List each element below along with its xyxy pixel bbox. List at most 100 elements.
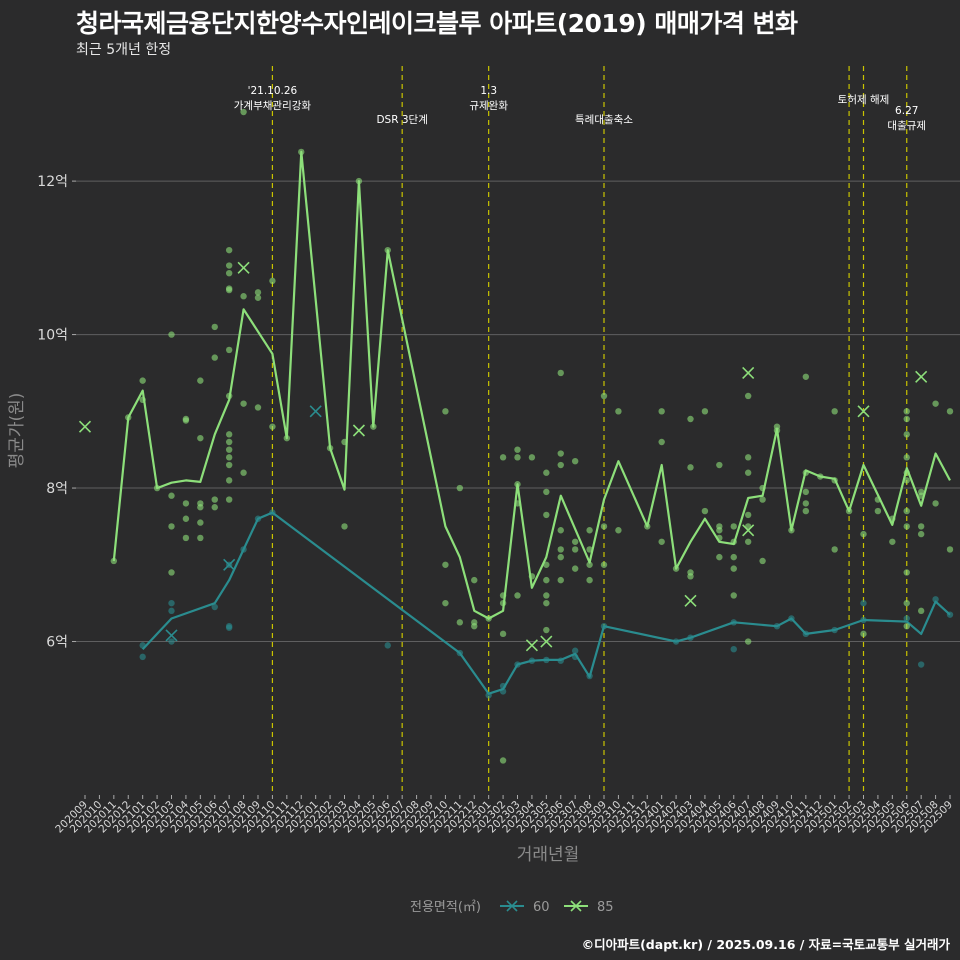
y-axis-title: 평균가(원): [7, 393, 27, 469]
data-point-85: [903, 569, 910, 576]
data-point-60: [168, 638, 175, 645]
data-point-60: [543, 656, 550, 664]
data-point-85: [730, 523, 737, 530]
data-point-85: [370, 423, 377, 430]
data-point-85: [586, 527, 593, 534]
data-point-85: [903, 469, 910, 476]
data-point-85: [225, 286, 233, 294]
y-tick-label: 10억: [37, 328, 68, 344]
data-point-85: [471, 622, 478, 630]
data-point-60: [168, 607, 175, 615]
data-point-85: [211, 504, 218, 511]
data-point-85: [903, 599, 910, 607]
data-point-85: [514, 500, 521, 507]
data-point-85: [946, 408, 954, 415]
legend-label-85: 85: [597, 900, 614, 915]
data-point-85: [326, 444, 334, 452]
data-point-85: [557, 576, 564, 584]
data-point-85: [543, 488, 550, 496]
data-point-85: [557, 461, 564, 469]
data-point-85: [225, 262, 233, 269]
data-point-85: [557, 369, 564, 377]
data-point-85: [802, 488, 810, 496]
data-point-85: [831, 477, 838, 484]
data-point-85: [687, 573, 694, 580]
data-point-85: [168, 523, 175, 530]
data-point-85: [225, 346, 233, 354]
data-point-85: [254, 404, 262, 411]
x-axis-title: 거래년월: [517, 845, 580, 865]
data-point-85: [168, 492, 175, 499]
data-point-85: [543, 469, 550, 476]
data-point-60: [139, 642, 146, 649]
data-point-85: [730, 565, 737, 572]
cross-marker-85: [352, 424, 365, 437]
event-label: 6.27: [895, 105, 918, 117]
data-point-85: [269, 277, 276, 285]
data-point-85: [701, 408, 709, 415]
data-point-85: [802, 373, 810, 380]
data-point-85: [687, 415, 694, 423]
data-point-85: [139, 396, 146, 404]
data-point-85: [874, 507, 882, 515]
data-point-85: [860, 530, 867, 538]
data-point-60: [139, 653, 146, 661]
data-point-60: [168, 599, 175, 607]
data-point-85: [571, 457, 579, 465]
data-point-85: [903, 431, 910, 438]
data-point-60: [831, 626, 838, 634]
legend-marker-85: [570, 900, 582, 912]
data-point-85: [225, 438, 233, 446]
data-point-85: [384, 246, 391, 254]
data-point-60: [600, 622, 608, 630]
data-point-60: [514, 661, 521, 668]
data-point-60: [456, 649, 464, 657]
data-point-85: [543, 561, 550, 568]
data-point-85: [528, 573, 536, 580]
data-point-85: [125, 414, 132, 421]
data-point-60: [571, 653, 579, 661]
data-point-85: [543, 599, 550, 607]
event-label: 규제완화: [469, 99, 508, 112]
event-label: 특례대출축소: [575, 114, 633, 126]
data-point-85: [571, 565, 579, 572]
data-point-85: [903, 454, 910, 461]
data-point-85: [903, 415, 910, 423]
cross-marker-60: [309, 405, 322, 418]
data-point-85: [932, 500, 939, 507]
data-point-85: [254, 294, 262, 301]
data-point-85: [658, 538, 665, 545]
data-point-60: [499, 682, 507, 690]
data-point-85: [744, 638, 752, 645]
data-point-60: [773, 622, 781, 630]
data-point-60: [384, 642, 391, 649]
data-point-85: [903, 477, 910, 484]
data-point-60: [269, 509, 276, 516]
data-point-85: [917, 523, 925, 530]
data-point-85: [499, 592, 507, 599]
legend-title: 전용면적(㎡): [410, 900, 481, 915]
data-point-85: [543, 511, 550, 519]
data-point-85: [759, 557, 766, 565]
data-point-85: [557, 553, 564, 561]
event-label: DSR 3단계: [376, 114, 427, 126]
data-point-85: [744, 392, 752, 400]
source-caption: ©디아파트(dapt.kr) / 2025.09.16 / 자료=국토교통부 실…: [581, 937, 950, 952]
data-point-85: [254, 289, 262, 296]
data-point-85: [225, 454, 233, 461]
axis-layer: 6억8억10억12억평균가(원)202009202010202011202012…: [7, 174, 955, 865]
data-point-85: [225, 431, 233, 438]
data-point-60: [946, 611, 954, 618]
data-point-85: [442, 599, 449, 607]
data-point-85: [168, 331, 175, 338]
data-point-85: [514, 481, 521, 488]
cross-marker-85: [915, 370, 928, 383]
data-point-85: [197, 434, 204, 442]
data-point-85: [543, 576, 550, 584]
data-point-85: [528, 454, 536, 461]
data-point-85: [744, 469, 752, 476]
cross-marker-85: [857, 405, 870, 418]
data-point-85: [658, 408, 665, 415]
